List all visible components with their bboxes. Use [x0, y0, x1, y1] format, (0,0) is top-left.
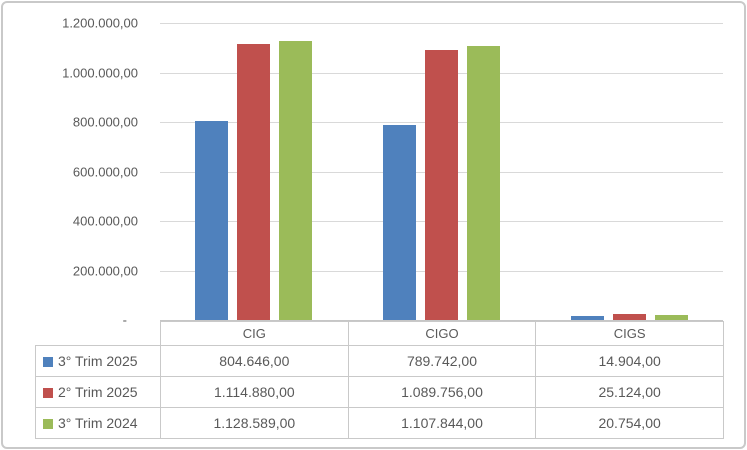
value-cell-cigo-3-trim-2024: 1.107.844,00 — [347, 407, 537, 439]
category-header-cigs: CIGS — [535, 321, 724, 346]
y-axis-tick-label: 1.200.000,00 — [62, 15, 138, 31]
y-axis-tick-label: 200.000,00 — [72, 263, 138, 278]
legend-cell: 3° Trim 2025 — [35, 345, 161, 377]
value-cell-cigo-2-trim-2025: 1.089.756,00 — [347, 376, 537, 408]
table-header-row: CIG CIGO CIGS — [36, 321, 724, 346]
legend-cell: 3° Trim 2024 — [35, 407, 161, 439]
y-axis-tick-label: 400.000,00 — [72, 213, 138, 229]
plot-area — [160, 23, 723, 321]
gridline — [160, 23, 723, 24]
bar-cig-3-trim-2024 — [279, 40, 313, 320]
table-row-2-trim-2025: 2° Trim 2025 1.114.880,00 1.089.756,00 25.1… — [35, 376, 724, 408]
chart-data-table: CIG CIGO CIGS 3° Trim 2025 804.646,00 789.742… — [35, 321, 724, 439]
y-axis-tick-label: - — [122, 312, 127, 328]
table-row-3-trim-2024: 3° Trim 2024 1.128.589,00 1.107.844,00 20.7… — [35, 407, 724, 439]
bar-cigs-2-trim-2025 — [612, 313, 646, 320]
y-axis-labels: - 200.000,00 400.000,00 600.000,00 800.000,0… — [0, 0, 138, 450]
value-cell-cigs-3-trim-2025: 14.904,00 — [535, 345, 724, 377]
value-cell-cig-2-trim-2025: 1.114.880,00 — [160, 376, 349, 408]
value-cell-cigs-2-trim-2025: 25.124,00 — [535, 376, 724, 408]
series-name-label: 3° Trim 2024 — [58, 415, 138, 431]
bar-cig-2-trim-2025 — [237, 44, 271, 320]
bar-cigs-3-trim-2025 — [570, 316, 604, 320]
legend-marker-2-trim-2025 — [43, 388, 53, 398]
bar-cigs-3-trim-2024 — [654, 314, 688, 320]
y-axis-tick-label: 800.000,00 — [72, 114, 138, 130]
table-corner-blank — [36, 322, 161, 346]
y-axis-tick-label: 1.000.000,00 — [62, 65, 138, 80]
bar-cigo-3-trim-2024 — [467, 45, 500, 320]
series-name-label: 3° Trim 2025 — [58, 353, 138, 369]
series-name-label: 2° Trim 2025 — [58, 384, 138, 400]
legend-cell: 2° Trim 2025 — [35, 376, 161, 408]
bar-cigo-3-trim-2025 — [383, 124, 416, 320]
value-cell-cigo-3-trim-2025: 789.742,00 — [347, 345, 537, 377]
legend-marker-3-trim-2025 — [43, 357, 53, 367]
value-cell-cig-3-trim-2025: 804.646,00 — [160, 345, 349, 377]
bar-cig-3-trim-2025 — [195, 120, 229, 320]
bar-cigo-2-trim-2025 — [425, 50, 458, 320]
x-axis-line — [160, 320, 723, 321]
value-cell-cigs-3-trim-2024: 20.754,00 — [535, 407, 724, 439]
category-header-cig: CIG — [160, 321, 349, 346]
legend-marker-3-trim-2024 — [43, 419, 53, 429]
category-header-cigo: CIGO — [347, 321, 537, 346]
y-axis-tick-label: 600.000,00 — [72, 164, 138, 179]
value-cell-cig-3-trim-2024: 1.128.589,00 — [160, 407, 349, 439]
table-row-3-trim-2025: 3° Trim 2025 804.646,00 789.742,00 14.904,0… — [35, 345, 724, 377]
